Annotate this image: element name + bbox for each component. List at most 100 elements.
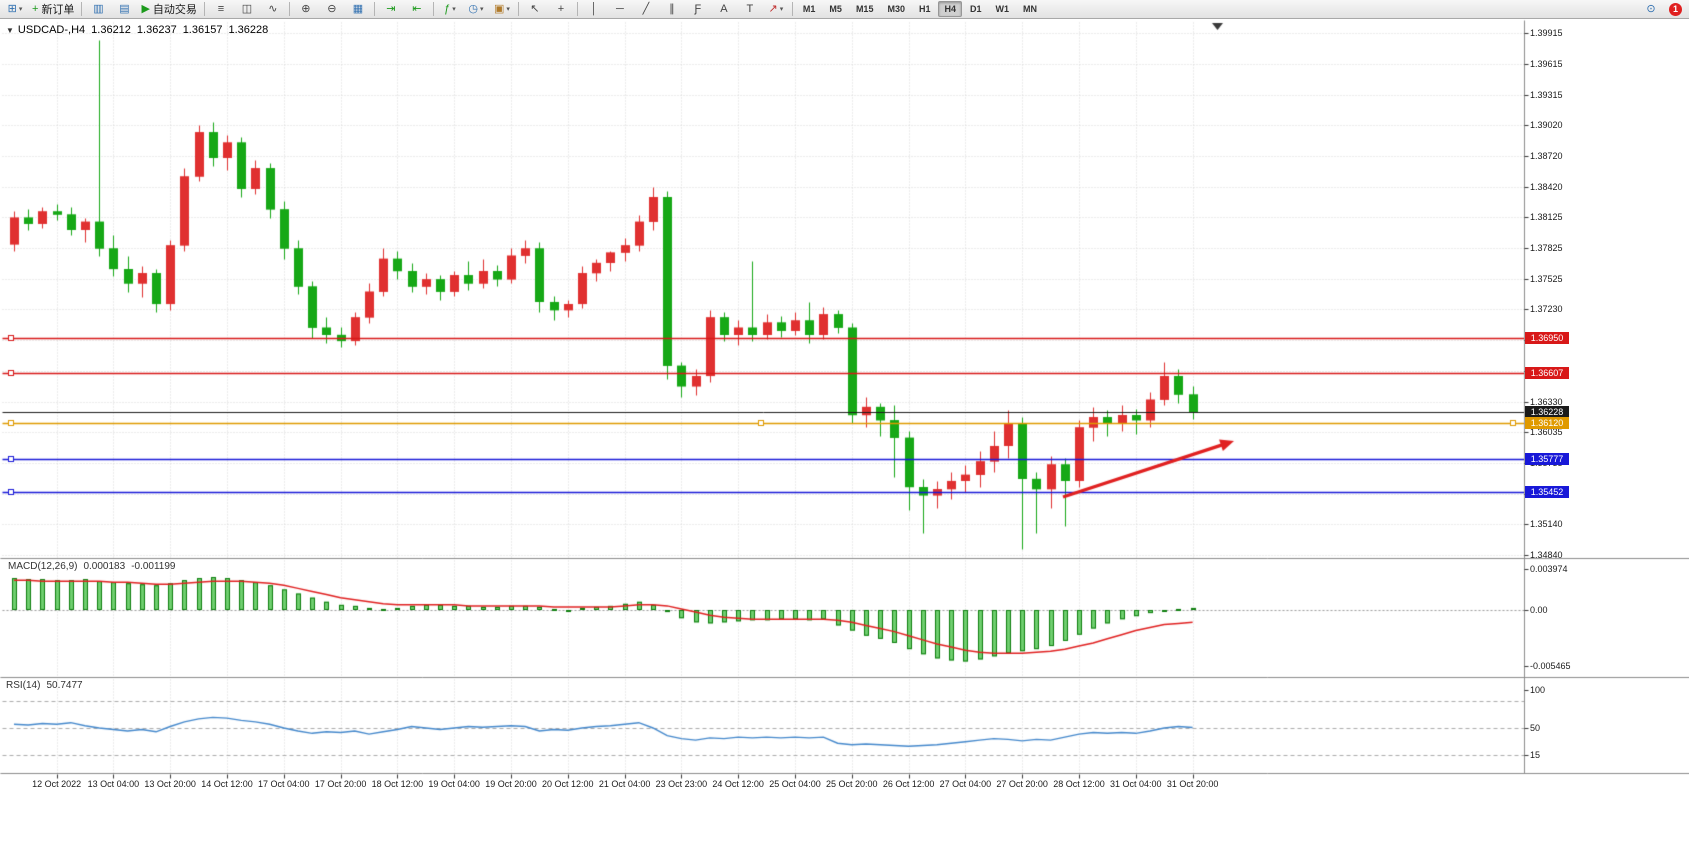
rsi-value: 50.7477 [46, 680, 83, 691]
cursor-icon: ↖ [530, 3, 540, 15]
zoom-out-icon: ⊖ [327, 3, 337, 15]
tile-windows-icon[interactable]: ▦ [346, 0, 370, 19]
text-label-icon[interactable]: T [738, 0, 762, 19]
new-order-button[interactable]: + 新订单 [29, 0, 77, 19]
price-axis-tick: 1.39915 [1530, 28, 1563, 38]
bar-chart-icon: ≡ [217, 3, 225, 15]
toolbar-separator [373, 2, 375, 16]
market-watch-icon: ▥ [93, 3, 104, 15]
toolbar-separator [432, 2, 434, 16]
price-axis-tick: 1.37825 [1530, 242, 1563, 253]
time-axis-label: 19 Oct 20:00 [485, 779, 537, 789]
time-axis-label: 25 Oct 04:00 [769, 779, 821, 789]
price-axis-tick: 1.38420 [1530, 181, 1563, 192]
line-chart-icon[interactable]: ∿ [261, 0, 285, 19]
price-line-badge: 1.35452 [1525, 486, 1569, 499]
chevron-down-icon: ▾ [18, 6, 23, 13]
periods-icon[interactable]: ◷ ▾ [464, 0, 488, 19]
chevron-down-icon: ▾ [779, 6, 784, 13]
price-axis-tick: 1.38125 [1530, 212, 1563, 223]
templates-icon: ▣ [493, 3, 505, 15]
time-axis-label: 13 Oct 20:00 [144, 779, 196, 789]
timeframe-button-h4[interactable]: H4 [938, 1, 962, 17]
horizontal-line-icon[interactable]: ─ [608, 0, 632, 19]
chevron-down-icon: ▾ [479, 6, 484, 13]
zoom-out-icon[interactable]: ⊖ [320, 0, 344, 19]
new-order-button-label: 新订单 [41, 4, 75, 16]
crosshair-icon[interactable]: + [549, 0, 573, 19]
time-axis-label: 27 Oct 04:00 [939, 779, 992, 789]
candlestick-chart-icon[interactable]: ◫ [235, 0, 259, 19]
price-line-badge: 1.36120 [1525, 417, 1569, 430]
navigator-icon[interactable]: ▤ [112, 0, 136, 19]
price-axis-tick: 1.39315 [1530, 89, 1563, 100]
auto-trading-button-label: 自动交易 [152, 4, 197, 16]
rsi-axis-tick: 100 [1530, 685, 1546, 695]
navigator-icon: ▤ [119, 3, 130, 15]
chart-title: ▼ USDCAD-,H4 1.36212 1.36237 1.36157 1.36228 [6, 24, 268, 36]
search-icon[interactable]: ⊙ [1639, 0, 1663, 19]
trendline-icon: ╱ [642, 3, 650, 15]
candlestick-chart-icon: ◫ [241, 3, 253, 15]
timeframe-button-m5[interactable]: M5 [829, 4, 842, 14]
macd-axis-tick: 0.00 [1530, 605, 1548, 615]
time-axis-label: 21 Oct 04:00 [598, 779, 651, 789]
arrows-tool-icon: ↗ [768, 3, 778, 15]
market-watch-icon[interactable]: ▥ [86, 0, 110, 19]
indicators-icon[interactable]: ƒ ▾ [438, 0, 462, 19]
templates-icon[interactable]: ▣ ▾ [490, 0, 514, 19]
search-icon: ⊙ [1646, 3, 1656, 15]
vertical-line-icon[interactable]: │ [582, 0, 606, 19]
auto-scroll-icon[interactable]: ⇥ [379, 0, 403, 19]
price-line-badge: 1.36950 [1525, 331, 1569, 344]
timeframe-button-h1[interactable]: H1 [918, 4, 931, 14]
text-icon: A [720, 3, 728, 15]
price-axis-tick: 1.39615 [1530, 58, 1563, 69]
chart-shift-icon[interactable]: ⇤ [405, 0, 429, 19]
price-axis-tick: 1.35140 [1530, 519, 1563, 530]
timeframe-button-mn[interactable]: MN [1023, 4, 1038, 14]
price-axis-tick: 1.36035 [1530, 427, 1563, 438]
time-axis-label: 28 Oct 12:00 [1053, 779, 1105, 789]
arrows-tool-icon[interactable]: ↗ ▾ [764, 0, 788, 19]
time-axis-label: 24 Oct 12:00 [712, 779, 764, 789]
one-click-trading-toggle[interactable]: ▼ [6, 26, 14, 35]
toolbar-separator [203, 2, 205, 16]
price-line-badge: 1.35777 [1525, 452, 1569, 465]
new-chart-icon[interactable]: ⊞ ▾ [3, 0, 27, 19]
price-axis-tick: 1.37525 [1530, 273, 1563, 284]
fibonacci-icon[interactable]: Ƒ [686, 0, 710, 19]
tile-windows-icon: ▦ [352, 3, 364, 15]
symbol-period-label: USDCAD-,H4 [17, 24, 86, 36]
timeframe-button-m1[interactable]: M1 [802, 4, 816, 14]
timeframe-button-d1[interactable]: D1 [970, 4, 982, 14]
macd-panel[interactable] [2, 560, 1524, 677]
price-axis-tick: 1.39020 [1530, 120, 1563, 131]
time-axis-label: 12 Oct 2022 [32, 779, 82, 789]
trendline-icon[interactable]: ╱ [634, 0, 658, 19]
toolbar: ⊞ ▾ + 新订单 ▥ ▤ ▶ 自动交易 ≡ ◫ ∿ ⊕ ⊖ ▦ ⇥ ⇤ ƒ ▾ ◷ ▾ ▣ ▾ ↖ + │ ─ ╱ ∥ Ƒ A T ↗ ▾ M1… [0, 0, 1689, 19]
timeframe-button-w1[interactable]: W1 [995, 4, 1010, 14]
periods-icon: ◷ [468, 3, 478, 15]
cursor-icon[interactable]: ↖ [523, 0, 547, 19]
bar-chart-icon[interactable]: ≡ [209, 0, 233, 19]
open-value: 1.36212 [91, 24, 131, 36]
time-axis-label: 31 Oct 20:00 [1166, 779, 1219, 789]
main-chart-panel[interactable] [2, 22, 1524, 558]
time-axis-label: 26 Oct 12:00 [882, 779, 935, 789]
timeframe-button-m15[interactable]: M15 [855, 4, 874, 14]
chevron-down-icon: ▾ [452, 6, 456, 13]
text-icon[interactable]: A [712, 0, 736, 19]
line-chart-icon: ∿ [268, 3, 278, 15]
rsi-indicator-label: RSI(14) 50.7477 [6, 680, 83, 691]
rsi-panel[interactable] [2, 679, 1524, 773]
equidistant-channel-icon[interactable]: ∥ [660, 0, 684, 19]
zoom-in-icon[interactable]: ⊕ [294, 0, 318, 19]
auto-trading-button[interactable]: ▶ 自动交易 [138, 0, 199, 19]
timeframe-button-m30[interactable]: M30 [887, 4, 905, 14]
zoom-in-icon: ⊕ [301, 3, 311, 15]
notification-badge[interactable]: 1 [1669, 2, 1682, 16]
equidistant-channel-icon: ∥ [669, 3, 675, 15]
